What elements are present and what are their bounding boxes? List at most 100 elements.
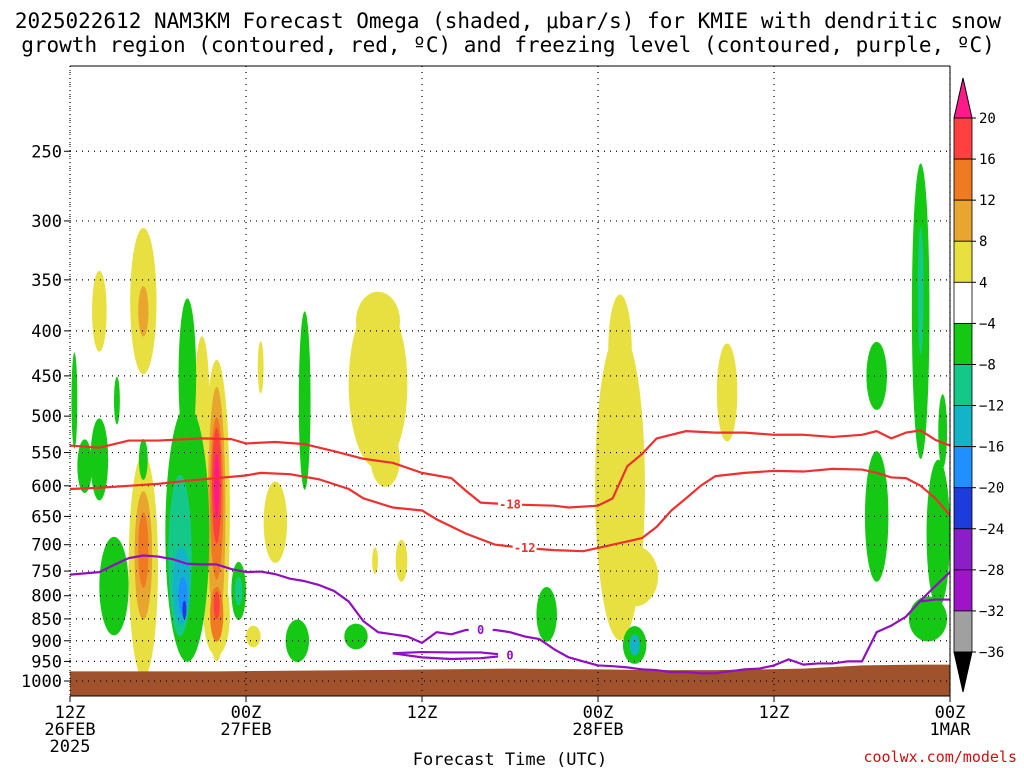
colorbar-label-9: −20 (979, 481, 1004, 497)
colorbar-bottom-arrow (953, 651, 973, 693)
y-tick-label-950: 950 (31, 652, 62, 672)
omega-blob-41 (285, 619, 310, 663)
colorbar-label-8: −16 (979, 440, 1004, 456)
x-tick-label-36-0: 00Z (583, 703, 614, 723)
y-tick-label-250: 250 (31, 142, 62, 162)
y-tick-label-850: 850 (31, 610, 62, 630)
x-tick-label-36-1: 28FEB (572, 720, 623, 740)
omega-blob-2 (138, 286, 149, 337)
y-tick-label-450: 450 (31, 367, 62, 387)
omega-blob-39 (235, 576, 243, 606)
omega-blob-17 (246, 625, 261, 648)
red-contour-1 (70, 467, 950, 553)
x-tick-label-12-1: 27FEB (220, 720, 271, 740)
omega-blob-40 (298, 311, 311, 490)
omega-shading (71, 163, 950, 678)
y-tick-label-500: 500 (31, 407, 62, 427)
red-contour-label-0: -18 (499, 497, 521, 511)
purple-contour-0 (70, 554, 950, 675)
colorbar-label-6: −8 (979, 357, 996, 373)
colorbar-label-10: −24 (979, 522, 1004, 538)
omega-blob-37 (182, 600, 187, 620)
colorbar-box-12 (953, 569, 973, 612)
colorbar-label-0: 20 (979, 111, 996, 127)
y-tick-label-800: 800 (31, 587, 62, 607)
terrain-fill (70, 664, 950, 696)
omega-blob-47 (864, 451, 889, 582)
x-tick-label-0-2: 2025 (50, 737, 91, 757)
omega-blob-20 (370, 432, 401, 487)
purple-label-bg-1 (498, 647, 522, 662)
omega-blob-21 (372, 547, 379, 574)
omega-blob-28 (90, 418, 109, 501)
x-tick-label-60-0: 00Z (935, 703, 966, 723)
omega-blob-51 (938, 394, 948, 468)
y-tick-label-700: 700 (31, 536, 62, 556)
colorbar-box-8 (953, 405, 973, 448)
omega-blob-24 (608, 294, 632, 405)
omega-blob-53 (71, 352, 78, 449)
watermark: coolwx.com/models (863, 748, 1017, 766)
omega-blob-15 (257, 341, 264, 394)
axes: 2503003504004505005506006507007508008509… (21, 65, 972, 757)
colorbar-label-5: −4 (979, 316, 996, 332)
red-label-bg-0 (498, 496, 522, 511)
omega-blob-42 (344, 623, 368, 650)
x-tick-label-24-0: 12Z (407, 703, 438, 723)
purple-label-bg-0 (468, 621, 493, 636)
y-tick-label-650: 650 (31, 507, 62, 527)
x-tick-label-0-0: 12Z (55, 703, 86, 723)
colorbar-label-3: 8 (979, 234, 987, 250)
colorbar-label-13: −36 (979, 645, 1004, 661)
y-tick-label-550: 550 (31, 444, 62, 464)
omega-blob-26 (716, 343, 738, 442)
colorbar-label-1: 16 (979, 152, 996, 168)
omega-blob-45 (629, 634, 640, 656)
red-contour-0 (70, 429, 950, 509)
colorbar-label-4: 4 (979, 275, 987, 291)
omega-blob-31 (138, 438, 148, 480)
colorbar-box-2 (953, 158, 973, 201)
omega-blob-0 (92, 270, 107, 352)
omega-blob-46 (866, 341, 887, 410)
x-tick-label-48-0: 12Z (759, 703, 790, 723)
colorbar: 20 16 12 8 4 −4 −8 −12 −16 −20 −24 −28 −32 −36 (953, 77, 1004, 693)
y-tick-label-1000: 1000 (21, 672, 62, 692)
colorbar-top-arrow (953, 77, 973, 119)
isotherm-contours: -18 -12 0 0 (70, 429, 950, 675)
omega-blob-50 (926, 459, 950, 608)
chart-title-line2: growth region (contoured, red, ºC) and f… (21, 33, 995, 57)
purple-contour-label-0: 0 (477, 623, 484, 637)
omega-blob-30 (99, 536, 129, 636)
colorbar-box-3 (953, 199, 973, 242)
y-tick-label-600: 600 (31, 477, 62, 497)
omega-blob-5 (138, 512, 149, 588)
y-tick-label-300: 300 (31, 212, 62, 232)
colorbar-box-6 (953, 322, 973, 365)
omega-blob-16 (263, 481, 288, 563)
omega-blob-22 (395, 539, 408, 582)
x-tick-label-0-1: 26FEB (44, 720, 95, 740)
colorbar-box-4 (953, 240, 973, 283)
colorbar-box-13 (953, 610, 973, 653)
colorbar-box-11 (953, 528, 973, 571)
omega-blob-14 (213, 591, 220, 620)
colorbar-label-12: −32 (979, 604, 1004, 620)
x-axis-label: Forecast Time (UTC) (413, 750, 607, 768)
purple-contour-2 (920, 598, 950, 603)
chart-title-line1: 2025022612 NAM3KM Forecast Omega (shaded… (15, 9, 1002, 33)
colorbar-label-11: −28 (979, 563, 1004, 579)
purple-contour-1 (392, 650, 512, 661)
colorbar-label-2: 12 (979, 193, 996, 209)
omega-blob-43 (536, 587, 557, 642)
y-tick-label-350: 350 (31, 271, 62, 291)
red-contour-label-1: -12 (514, 541, 536, 555)
colorbar-box-7 (953, 364, 973, 406)
omega-blob-49 (917, 226, 924, 355)
omega-blob-29 (114, 376, 120, 425)
purple-contour-label-1: 0 (506, 648, 513, 662)
omega-blob-25 (611, 545, 659, 607)
y-tick-label-900: 900 (31, 632, 62, 652)
x-tick-label-60-1: 1MAR (930, 720, 972, 740)
